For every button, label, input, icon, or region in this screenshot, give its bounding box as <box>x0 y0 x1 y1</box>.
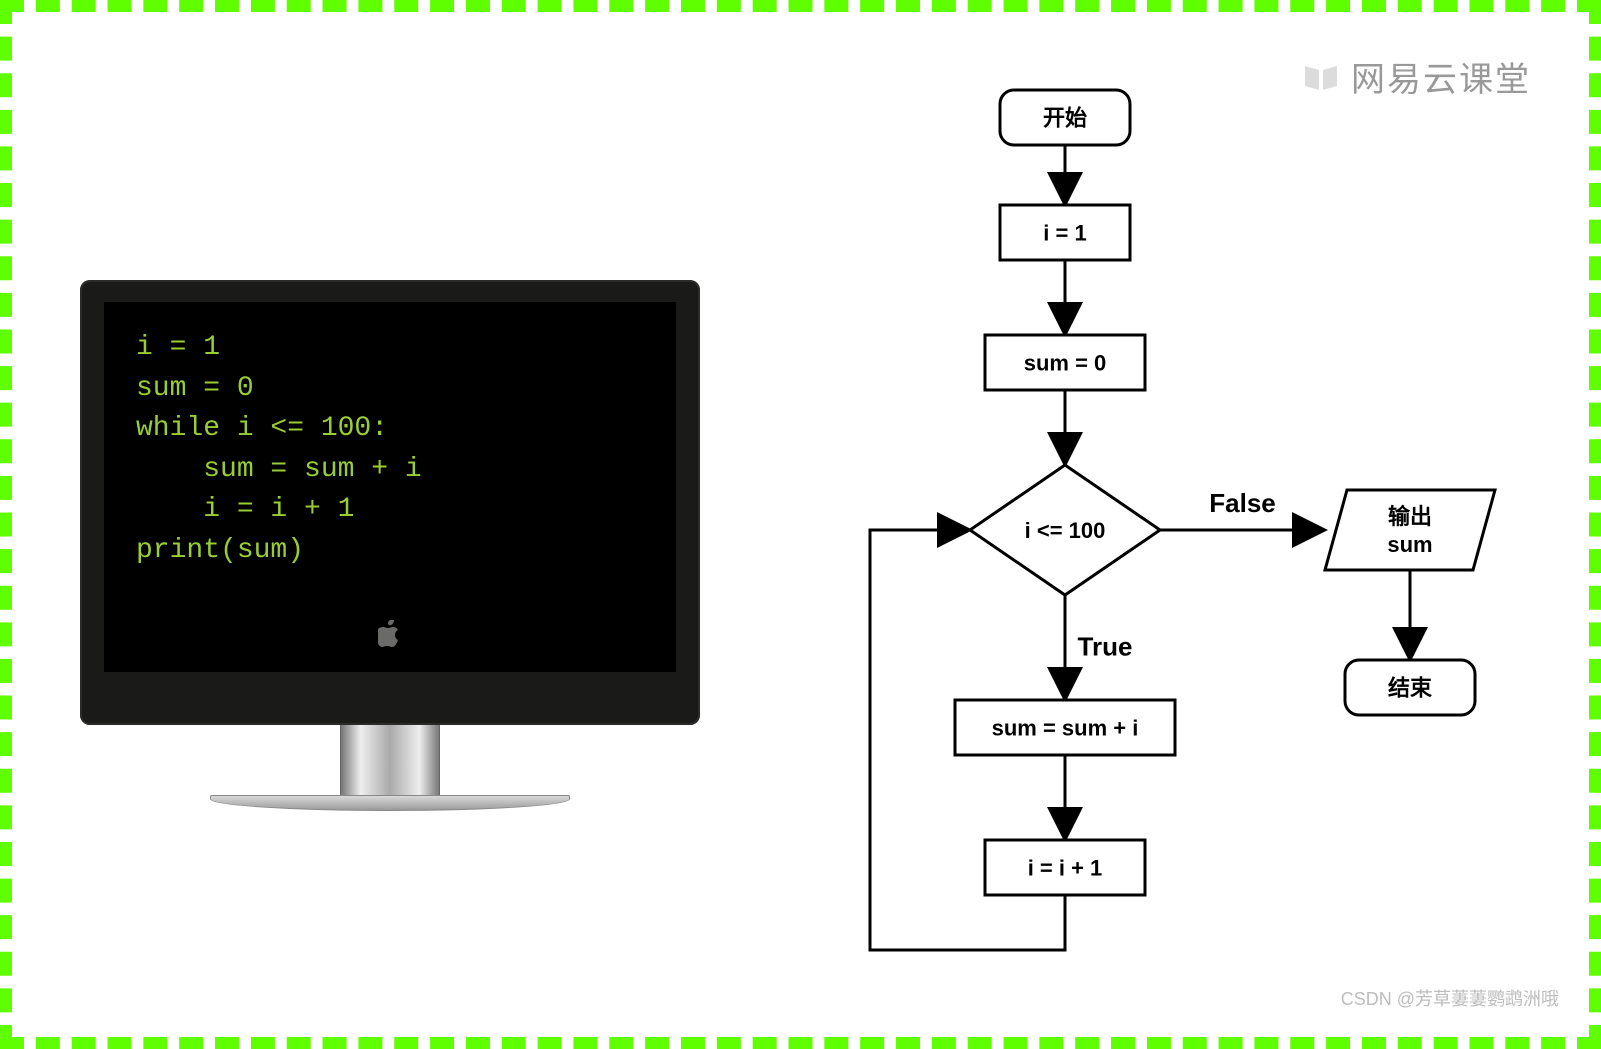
apple-icon <box>104 620 676 655</box>
node-label: i = 1 <box>1043 221 1086 246</box>
monitor: i = 1 sum = 0 while i <= 100: sum = sum … <box>80 280 700 811</box>
node-label: sum <box>1387 532 1432 557</box>
monitor-stand-base <box>210 795 570 811</box>
flowchart: True False 开始 i = 1 sum = 0 i <= 100 sum = sum… <box>840 60 1600 1030</box>
node-out <box>1325 490 1495 570</box>
node-label: i <= 100 <box>1025 518 1106 543</box>
edge-label: True <box>1078 632 1133 662</box>
code-screen: i = 1 sum = 0 while i <= 100: sum = sum … <box>104 302 676 672</box>
credit-text: CSDN @芳草萋萋鹦鹉洲哦 <box>1341 985 1559 1011</box>
node-label: sum = sum + i <box>992 716 1139 741</box>
edge-label: False <box>1209 488 1276 518</box>
node-label: 结束 <box>1388 676 1433 701</box>
node-label: i = i + 1 <box>1028 856 1103 881</box>
monitor-bezel: i = 1 sum = 0 while i <= 100: sum = sum … <box>80 280 700 725</box>
node-label: 输出 <box>1388 504 1432 529</box>
node-label: 开始 <box>1043 106 1087 131</box>
node-label: sum = 0 <box>1024 351 1107 376</box>
canvas: 网易云课堂 i = 1 sum = 0 while i <= 100: sum … <box>20 20 1581 1029</box>
monitor-stand-neck <box>340 725 440 795</box>
